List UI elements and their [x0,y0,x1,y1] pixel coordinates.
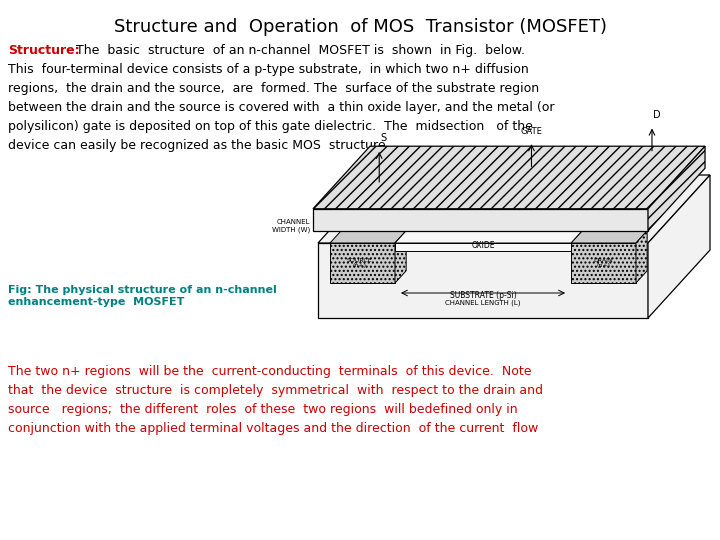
Polygon shape [571,231,647,243]
Text: Structure:: Structure: [8,44,80,57]
Polygon shape [313,209,648,231]
Text: that  the device  structure  is completely  symmetrical  with  respect to the dr: that the device structure is completely … [8,384,543,397]
Polygon shape [648,175,710,318]
Text: polysilicon) gate is deposited on top of this gate dielectric.  The  midsection : polysilicon) gate is deposited on top of… [8,120,533,133]
Text: regions,  the drain and the source,  are  formed. The  surface of the substrate : regions, the drain and the source, are f… [8,82,539,95]
Text: device can easily be recognized as the basic MOS  structure.: device can easily be recognized as the b… [8,139,390,152]
Text: CHANNEL LENGTH (L): CHANNEL LENGTH (L) [445,299,521,306]
Polygon shape [395,231,406,283]
Text: S: S [380,133,386,143]
Text: DRAIN
(n+): DRAIN (n+) [593,258,613,268]
Text: Fig: The physical structure of an n-channel
enhancement-type  MOSFET: Fig: The physical structure of an n-chan… [8,285,276,307]
Polygon shape [648,146,705,231]
Text: The two n+ regions  will be the  current-conducting  terminals  of this device. : The two n+ regions will be the current-c… [8,365,531,378]
Text: The  basic  structure  of an n-channel  MOSFET is  shown  in Fig.  below.: The basic structure of an n-channel MOSF… [72,44,525,57]
Polygon shape [330,243,395,283]
Polygon shape [395,243,571,251]
Polygon shape [395,231,582,243]
Text: OXIDE: OXIDE [472,241,495,251]
Text: SOURCE
(n+): SOURCE (n+) [346,258,372,268]
Polygon shape [330,231,406,243]
Text: This  four-terminal device consists of a p-type substrate,  in which two n+ diff: This four-terminal device consists of a … [8,63,528,76]
Polygon shape [313,146,705,209]
Text: CHANNEL
WIDTH (W): CHANNEL WIDTH (W) [271,219,310,233]
Polygon shape [636,231,647,283]
Text: conjunction with the applied terminal voltages and the direction  of the current: conjunction with the applied terminal vo… [8,422,539,435]
Text: GATE: GATE [521,127,542,136]
Text: Structure and  Operation  of MOS  Transistor (MOSFET): Structure and Operation of MOS Transisto… [114,18,606,36]
Text: source   regions;  the different  roles  of these  two regions  will bedefined o: source regions; the different roles of t… [8,403,518,416]
Polygon shape [571,243,636,283]
Polygon shape [318,175,710,243]
Text: SUBSTRATE (p-Si): SUBSTRATE (p-Si) [449,291,516,300]
Polygon shape [318,243,648,318]
Text: between the drain and the source is covered with  a thin oxide layer, and the me: between the drain and the source is cove… [8,101,554,114]
Text: D: D [653,110,661,119]
